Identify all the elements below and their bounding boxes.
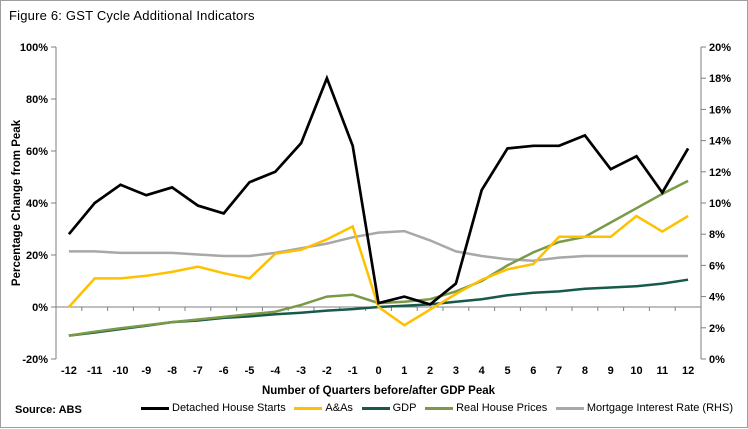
y-right-tick-label: 16% xyxy=(709,104,731,116)
x-tick-label: 7 xyxy=(556,365,562,377)
legend-item-real-house-prices: Real House Prices xyxy=(425,402,547,414)
x-tick-label: 9 xyxy=(608,365,614,377)
y-axis-right: 20% 18% 16% 14% 12% 10% 8% 6% 4% 2% 0% xyxy=(701,42,731,366)
x-tick-label: 3 xyxy=(453,365,459,377)
x-tick-label: 11 xyxy=(656,365,668,377)
source-note: Source: ABS xyxy=(15,404,82,416)
legend-swatch-gdp xyxy=(361,406,390,410)
legend-swatch-detached-house-starts xyxy=(141,406,169,410)
y-left-tick-label: 100% xyxy=(20,42,48,54)
x-tick-label: -7 xyxy=(193,365,203,377)
x-tick-label: 12 xyxy=(682,365,694,377)
y-right-tick-label: 0% xyxy=(709,354,725,366)
series-line-a-as xyxy=(67,214,689,327)
x-tick-label: -2 xyxy=(322,365,332,377)
y-right-tick-label: 6% xyxy=(709,260,725,272)
x-tick-label: -1 xyxy=(348,365,358,377)
series-line-real-house-prices xyxy=(68,179,689,337)
x-axis: -12 -11 -10 -9 -8 -7 -6 -5 -4 -3 -2 -1 0 1 2 3 4 5 6 7 8 9 10 1… xyxy=(55,307,702,377)
y-left-tick-label: 60% xyxy=(26,146,48,158)
x-tick-label: 0 xyxy=(375,365,381,377)
x-tick-label: -3 xyxy=(296,365,306,377)
y-right-tick-label: 12% xyxy=(709,167,731,179)
legend-item-detached-house-starts: Detached House Starts xyxy=(141,402,286,414)
legend: Detached House Starts A&As GDP Real House P… xyxy=(141,402,733,414)
legend-item-mortgage-interest-rate-rhs: Mortgage Interest Rate (RHS) xyxy=(555,402,733,414)
x-tick-label: -4 xyxy=(270,365,281,377)
legend-swatch-real-house-prices xyxy=(425,406,454,410)
y-right-tick-label: 10% xyxy=(709,198,731,210)
legend-item-a-as: A&As xyxy=(294,402,353,414)
y-right-tick-label: 18% xyxy=(709,73,731,85)
legend-label-gdp: GDP xyxy=(392,402,417,414)
series-line-mortgage-interest-rate-rhs xyxy=(68,229,689,262)
axes xyxy=(55,47,702,359)
y-axis-left: 100% 80% 60% 40% 20% 0% -20% xyxy=(20,42,56,366)
x-tick-label: -12 xyxy=(61,365,77,377)
legend-swatch-a-as xyxy=(294,406,323,410)
x-tick-label: 5 xyxy=(504,365,510,377)
figure-title: Figure 6: GST Cycle Additional Indicator… xyxy=(9,8,255,23)
x-tick-label: 4 xyxy=(479,365,486,377)
series-lines xyxy=(67,74,690,337)
legend-label-real-house-prices: Real House Prices xyxy=(456,402,548,414)
x-tick-label: -9 xyxy=(141,365,151,377)
y-left-tick-label: 20% xyxy=(26,250,48,262)
y-right-tick-label: 20% xyxy=(709,42,731,54)
x-tick-label: -6 xyxy=(219,365,229,377)
y-axis-title: Percentage Change from Peak xyxy=(11,119,23,287)
y-right-tick-label: 2% xyxy=(709,323,725,335)
y-left-tick-label: 40% xyxy=(26,198,48,210)
legend-label-a-as: A&As xyxy=(325,402,353,414)
x-tick-label: 8 xyxy=(582,365,588,377)
x-tick-label: -11 xyxy=(87,365,102,377)
y-right-tick-label: 14% xyxy=(709,136,731,148)
x-tick-label: 1 xyxy=(401,365,407,377)
legend-swatch-mortgage-interest-rate-rhs xyxy=(555,406,584,410)
x-tick-label: 6 xyxy=(530,365,536,377)
x-tick-label: 2 xyxy=(427,365,433,377)
x-axis-title: Number of Quarters before/after GDP Peak xyxy=(261,385,496,397)
series-line-detached-house-starts xyxy=(67,74,690,306)
y-right-tick-label: 8% xyxy=(709,229,725,241)
x-tick-label: 10 xyxy=(630,365,642,377)
legend-label-mortgage-interest-rate-rhs: Mortgage Interest Rate (RHS) xyxy=(586,402,733,414)
legend-item-gdp: GDP xyxy=(361,402,417,414)
x-tick-label: -5 xyxy=(245,365,255,377)
y-right-tick-label: 4% xyxy=(709,292,725,304)
x-tick-label: -10 xyxy=(113,365,129,377)
y-left-tick-label: 80% xyxy=(26,94,48,106)
y-left-tick-label: -20% xyxy=(22,354,48,366)
legend-label-detached-house-starts: Detached House Starts xyxy=(172,402,286,414)
x-tick-label: -8 xyxy=(167,365,177,377)
y-left-tick-label: 0% xyxy=(32,302,48,314)
